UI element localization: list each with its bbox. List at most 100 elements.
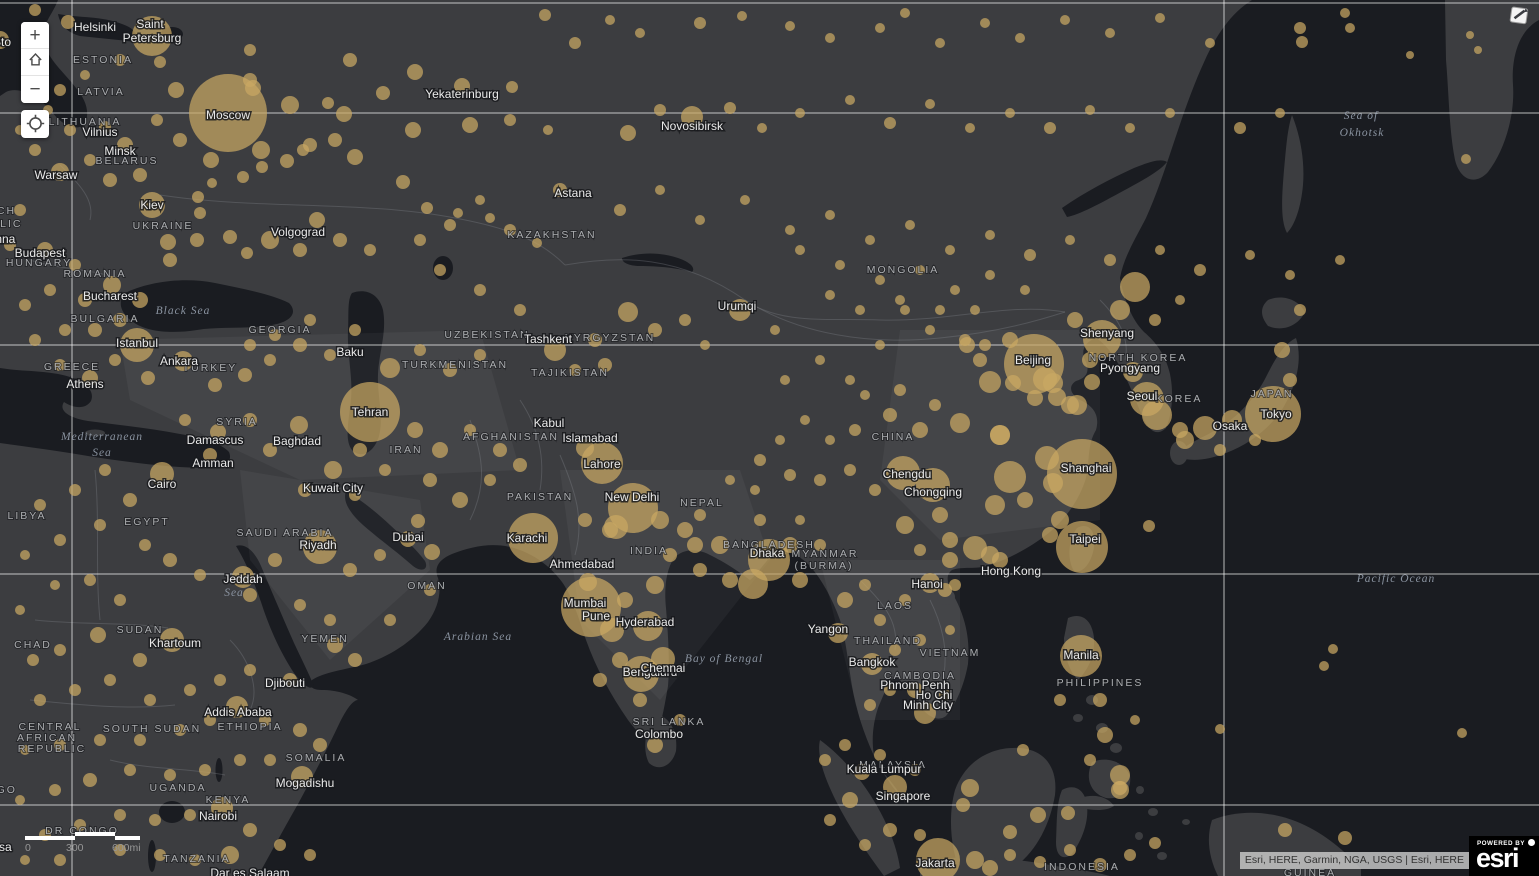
- city-bubble[interactable]: [424, 544, 440, 560]
- city-bubble[interactable]: [824, 814, 836, 826]
- city-bubble[interactable]: [681, 106, 703, 128]
- city-bubble[interactable]: [103, 276, 121, 294]
- city-bubble[interactable]: [1193, 416, 1217, 440]
- city-bubble[interactable]: [814, 474, 826, 486]
- city-bubble[interactable]: [865, 235, 875, 245]
- city-bubble[interactable]: [700, 340, 710, 350]
- city-bubble[interactable]: [825, 290, 835, 300]
- city-bubble[interactable]: [0, 31, 9, 49]
- city-bubble[interactable]: [259, 714, 271, 726]
- city-bubble[interactable]: [1155, 13, 1165, 23]
- city-bubble[interactable]: [374, 549, 386, 561]
- city-bubble[interactable]: [114, 844, 126, 856]
- city-bubble[interactable]: [208, 378, 222, 392]
- city-bubble[interactable]: [633, 693, 647, 707]
- city-bubble[interactable]: [825, 33, 835, 43]
- city-bubble[interactable]: [1015, 33, 1025, 43]
- city-bubble[interactable]: [283, 673, 297, 687]
- city-bubble[interactable]: [905, 220, 915, 230]
- city-bubble[interactable]: [261, 231, 279, 249]
- city-bubble[interactable]: [49, 784, 61, 796]
- city-bubble[interactable]: [1003, 825, 1017, 839]
- city-bubble[interactable]: [160, 628, 184, 652]
- city-bubble[interactable]: [1104, 254, 1116, 266]
- city-bubble[interactable]: [914, 544, 926, 556]
- city-bubble[interactable]: [539, 9, 551, 21]
- city-bubble[interactable]: [1093, 693, 1107, 707]
- city-bubble[interactable]: [493, 443, 507, 457]
- city-bubble[interactable]: [861, 653, 883, 675]
- city-bubble[interactable]: [750, 485, 760, 495]
- city-bubble[interactable]: [80, 70, 90, 80]
- city-bubble[interactable]: [900, 305, 910, 315]
- city-bubble[interactable]: [264, 354, 276, 366]
- city-bubble[interactable]: [612, 652, 628, 668]
- city-bubble[interactable]: [139, 192, 165, 218]
- city-bubble[interactable]: [889, 644, 901, 656]
- city-bubble[interactable]: [414, 234, 426, 246]
- city-bubble[interactable]: [895, 295, 905, 305]
- city-bubble[interactable]: [133, 653, 147, 667]
- city-bubble[interactable]: [1054, 694, 1066, 706]
- city-bubble[interactable]: [293, 723, 307, 737]
- city-bubble[interactable]: [69, 484, 81, 496]
- city-bubble[interactable]: [1030, 807, 1046, 823]
- city-bubble[interactable]: [324, 614, 336, 626]
- city-bubble[interactable]: [1060, 635, 1102, 677]
- city-bubble[interactable]: [149, 814, 161, 826]
- city-bubble[interactable]: [990, 425, 1010, 445]
- city-bubble[interactable]: [694, 17, 706, 29]
- city-bubble[interactable]: [207, 178, 217, 188]
- city-bubble[interactable]: [1466, 31, 1474, 39]
- city-bubble[interactable]: [37, 242, 53, 258]
- city-bubble[interactable]: [907, 682, 923, 698]
- city-bubble[interactable]: [677, 522, 693, 538]
- city-bubble[interactable]: [74, 819, 86, 831]
- city-bubble[interactable]: [1285, 270, 1295, 280]
- city-bubble[interactable]: [1035, 446, 1059, 470]
- city-bubble[interactable]: [173, 351, 193, 371]
- city-bubble[interactable]: [353, 443, 367, 457]
- city-bubble[interactable]: [78, 293, 92, 307]
- city-bubble[interactable]: [1245, 250, 1255, 260]
- city-bubble[interactable]: [1005, 108, 1015, 118]
- city-bubble[interactable]: [349, 489, 361, 501]
- city-bubble[interactable]: [290, 416, 308, 434]
- city-bubble[interactable]: [1044, 122, 1056, 134]
- city-bubble[interactable]: [384, 614, 396, 626]
- city-bubble[interactable]: [757, 123, 767, 133]
- city-bubble[interactable]: [269, 329, 281, 341]
- city-bubble[interactable]: [444, 219, 456, 231]
- city-bubble[interactable]: [795, 245, 805, 255]
- city-bubble[interactable]: [210, 424, 226, 440]
- city-bubble[interactable]: [959, 334, 971, 346]
- city-bubble[interactable]: [268, 553, 282, 567]
- city-bubble[interactable]: [1130, 715, 1140, 725]
- city-bubble[interactable]: [203, 152, 219, 168]
- city-bubble[interactable]: [474, 349, 486, 361]
- city-bubble[interactable]: [61, 15, 75, 29]
- city-bubble[interactable]: [380, 358, 400, 378]
- city-bubble[interactable]: [1142, 400, 1172, 430]
- city-bubble[interactable]: [950, 413, 970, 433]
- city-bubble[interactable]: [144, 694, 156, 706]
- city-bubble[interactable]: [754, 454, 766, 466]
- city-bubble[interactable]: [244, 664, 256, 676]
- city-bubble[interactable]: [424, 584, 436, 596]
- city-bubble[interactable]: [925, 99, 935, 109]
- city-bubble[interactable]: [1047, 439, 1117, 509]
- city-bubble[interactable]: [232, 566, 254, 588]
- city-bubble[interactable]: [1085, 105, 1095, 115]
- city-bubble[interactable]: [400, 531, 416, 547]
- city-bubble[interactable]: [600, 618, 624, 642]
- city-bubble[interactable]: [942, 552, 958, 568]
- city-bubble[interactable]: [69, 259, 81, 271]
- city-bubble[interactable]: [124, 764, 136, 776]
- city-bubble[interactable]: [20, 550, 30, 560]
- city-bubble[interactable]: [966, 851, 984, 869]
- city-bubble[interactable]: [1064, 844, 1076, 856]
- city-bubble[interactable]: [1110, 765, 1130, 785]
- city-bubble[interactable]: [648, 323, 662, 337]
- city-bubble[interactable]: [1124, 849, 1136, 861]
- city-bubble[interactable]: [884, 117, 896, 129]
